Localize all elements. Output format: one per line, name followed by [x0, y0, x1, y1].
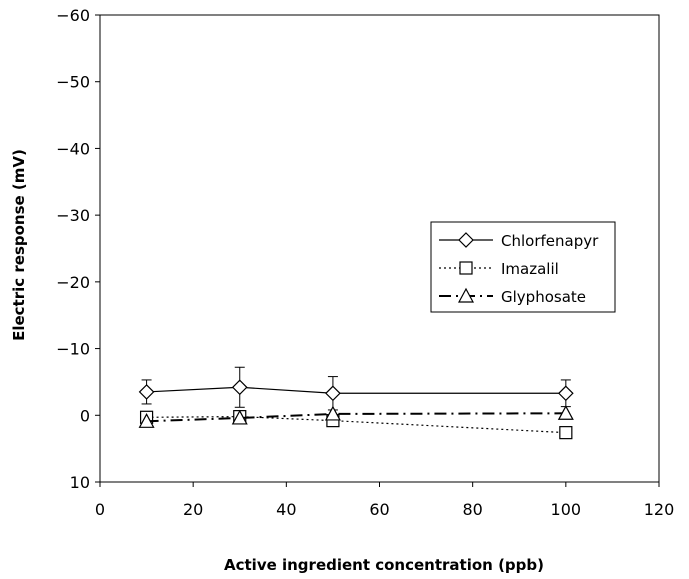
chlorfenapyr-line [146, 386, 566, 394]
imazalil-point [559, 426, 573, 440]
glyphosate-point [557, 405, 574, 420]
glyphosate-point [138, 413, 155, 428]
glyphosate-point [231, 409, 248, 425]
y-tick-label: 10 [70, 473, 90, 492]
y-tick-label: −60 [56, 6, 90, 25]
x-tick-label: 80 [462, 500, 482, 519]
y-tick-label: −30 [56, 206, 90, 225]
x-tick-label: 120 [644, 500, 675, 519]
x-tick-label: 40 [276, 500, 296, 519]
glyphosate-series [138, 405, 574, 428]
y-tick-label: −50 [56, 73, 90, 92]
legend-glyphosate-label: Glyphosate [501, 288, 586, 306]
glyphosate-point [324, 405, 341, 421]
chlorfenapyr-series [138, 366, 574, 411]
x-axis-title: Active ingredient concentration (ppb) [224, 556, 544, 574]
series-group [138, 366, 574, 440]
chlorfenapyr-point [557, 385, 574, 402]
legend: Chlorfenapyr Imazalil Glyphosate [430, 221, 616, 313]
legend-chlorfenapyr-label: Chlorfenapyr [501, 232, 599, 250]
chlorfenapyr-point [138, 384, 155, 400]
glyphosate-line [146, 412, 566, 423]
x-tick-label: 0 [95, 500, 105, 519]
legend-imazalil-label: Imazalil [501, 260, 559, 278]
y-tick-label: 0 [80, 406, 90, 425]
y-tick-label: −20 [56, 273, 90, 292]
y-axis-title: Electric response (mV) [10, 149, 28, 341]
x-tick-label: 60 [369, 500, 389, 519]
chlorfenapyr-point [325, 385, 341, 402]
x-axis: 0 20 40 60 80 100 120 [95, 482, 674, 519]
x-tick-label: 20 [183, 500, 203, 519]
x-tick-label: 100 [551, 500, 582, 519]
legend-imazalil-point [459, 261, 473, 275]
y-tick-label: −40 [56, 139, 90, 158]
y-axis: −60 −50 −40 −30 −20 −10 0 10 [56, 6, 100, 492]
imazalil-line [146, 416, 566, 434]
y-tick-label: −10 [56, 340, 90, 359]
legend-chlorfenapyr-point [458, 232, 474, 248]
chlorfenapyr-point [231, 379, 248, 396]
legend-glyphosate-point [457, 287, 475, 303]
